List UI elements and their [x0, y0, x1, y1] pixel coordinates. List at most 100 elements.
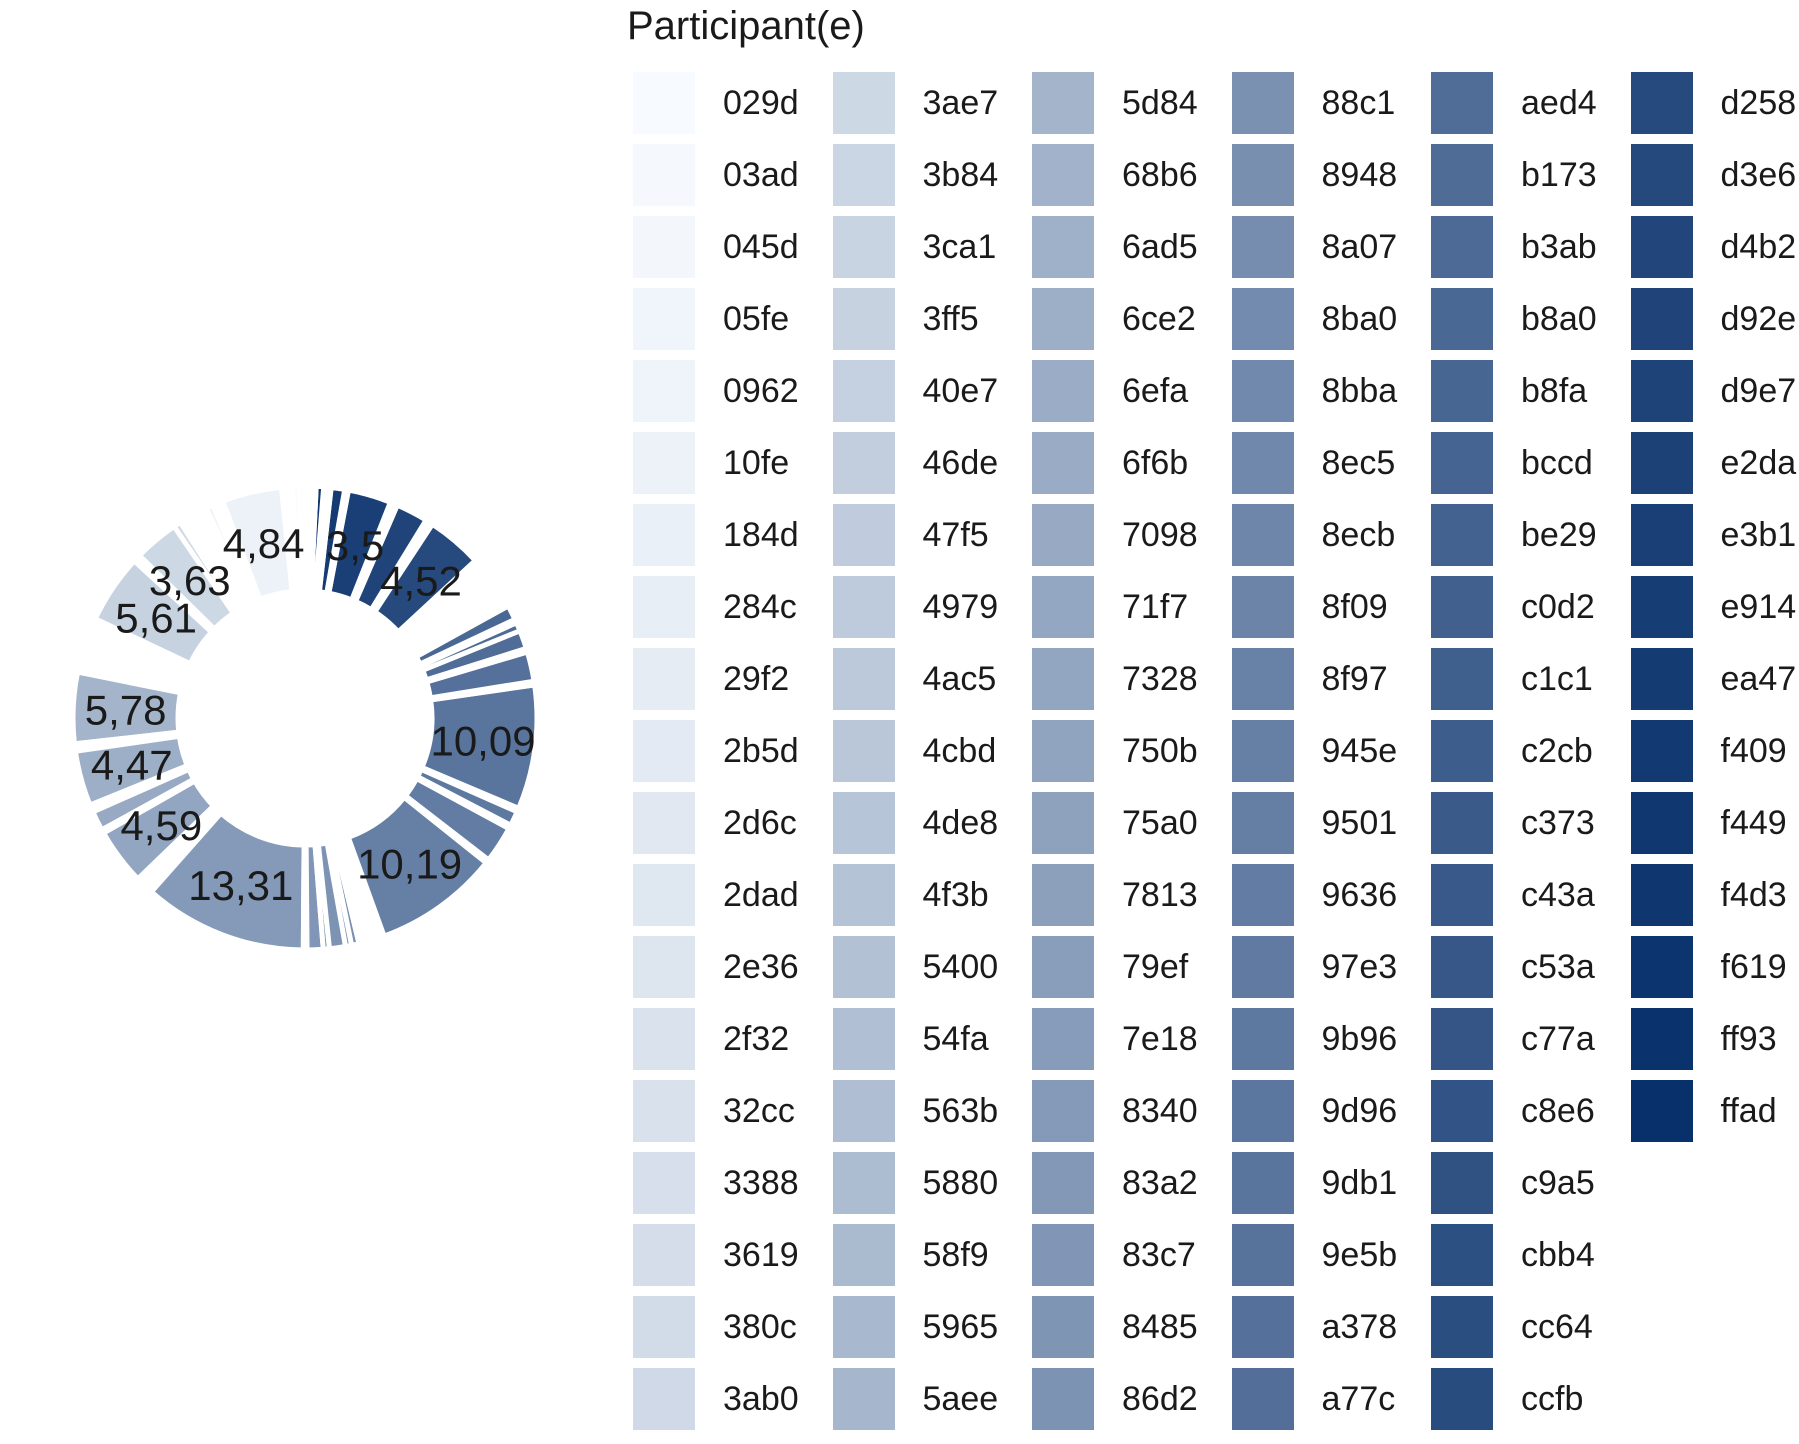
legend-key — [1232, 1152, 1294, 1214]
legend-key — [633, 792, 695, 854]
legend-item-97e3: 97e3 — [1226, 936, 1425, 998]
legend-label: 2dad — [723, 864, 799, 926]
legend-key — [1631, 576, 1693, 638]
legend-key — [833, 936, 895, 998]
legend-key — [1431, 144, 1493, 206]
legend-item-2f32: 2f32 — [627, 1008, 826, 1070]
legend-item-9e5b: 9e5b — [1226, 1224, 1425, 1286]
legend-item-029d: 029d — [627, 72, 826, 134]
legend-key — [1232, 1296, 1294, 1358]
legend-item-f409: f409 — [1625, 720, 1799, 782]
legend-item-9636: 9636 — [1226, 864, 1425, 926]
legend-label: e3b1 — [1721, 504, 1797, 566]
legend-item-8948: 8948 — [1226, 144, 1425, 206]
legend-label: c8e6 — [1521, 1080, 1595, 1142]
legend-key — [1232, 288, 1294, 350]
legend-item-d3e6: d3e6 — [1625, 144, 1799, 206]
legend-label: cc64 — [1521, 1296, 1593, 1358]
legend-key — [1431, 72, 1493, 134]
legend-label: 380c — [723, 1296, 797, 1358]
legend-label: 9d96 — [1322, 1080, 1398, 1142]
legend-item-8bba: 8bba — [1226, 360, 1425, 422]
legend-label: 5aee — [923, 1368, 999, 1430]
legend-label: 2e36 — [723, 936, 799, 998]
legend-key — [833, 288, 895, 350]
legend-item-c2cb: c2cb — [1425, 720, 1624, 782]
legend-item-29f2: 29f2 — [627, 648, 826, 710]
legend-item-bccd: bccd — [1425, 432, 1624, 494]
legend-key — [1631, 360, 1693, 422]
legend-label: 045d — [723, 216, 799, 278]
legend-item-5400: 5400 — [827, 936, 1026, 998]
legend-key — [1232, 1368, 1294, 1430]
legend-label: 8485 — [1122, 1296, 1198, 1358]
legend-item-83c7: 83c7 — [1026, 1224, 1225, 1286]
legend-item-cc64: cc64 — [1425, 1296, 1624, 1358]
legend-item-9d96: 9d96 — [1226, 1080, 1425, 1142]
legend-title: Participant(e) — [627, 4, 865, 49]
legend-item-10fe: 10fe — [627, 432, 826, 494]
legend-item-e914: e914 — [1625, 576, 1799, 638]
legend-item-c77a: c77a — [1425, 1008, 1624, 1070]
legend-key — [1032, 1080, 1094, 1142]
legend-label: 7e18 — [1122, 1008, 1198, 1070]
legend-label: 3619 — [723, 1224, 799, 1286]
legend-item-e3b1: e3b1 — [1625, 504, 1799, 566]
legend-item-8340: 8340 — [1026, 1080, 1225, 1142]
legend-key — [633, 576, 695, 638]
legend-key — [633, 1008, 695, 1070]
legend-item-3619: 3619 — [627, 1224, 826, 1286]
legend-label: 2f32 — [723, 1008, 789, 1070]
legend-label: 8ec5 — [1322, 432, 1396, 494]
legend-item-58f9: 58f9 — [827, 1224, 1026, 1286]
legend-label: 05fe — [723, 288, 789, 350]
legend-label: 945e — [1322, 720, 1398, 782]
legend-key — [1631, 504, 1693, 566]
legend-item-4ac5: 4ac5 — [827, 648, 1026, 710]
legend-item-8ba0: 8ba0 — [1226, 288, 1425, 350]
legend-label: 8ecb — [1322, 504, 1396, 566]
legend-key — [1431, 288, 1493, 350]
legend-key — [1232, 1224, 1294, 1286]
legend-key — [833, 216, 895, 278]
legend-label: c2cb — [1521, 720, 1593, 782]
legend-key — [1032, 144, 1094, 206]
legend-label: 3ca1 — [923, 216, 997, 278]
legend-item-8ecb: 8ecb — [1226, 504, 1425, 566]
legend-key — [1032, 1152, 1094, 1214]
legend-label: e914 — [1721, 576, 1797, 638]
legend-label: b173 — [1521, 144, 1597, 206]
legend-label: d3e6 — [1721, 144, 1797, 206]
legend-label: 5400 — [923, 936, 999, 998]
legend-label: 10fe — [723, 432, 789, 494]
legend-item-6f6b: 6f6b — [1026, 432, 1225, 494]
legend-item-c43a: c43a — [1425, 864, 1624, 926]
legend-key — [833, 1224, 895, 1286]
legend-item-be29: be29 — [1425, 504, 1624, 566]
legend-item-563b: 563b — [827, 1080, 1026, 1142]
legend-item-c53a: c53a — [1425, 936, 1624, 998]
legend-item-0962: 0962 — [627, 360, 826, 422]
legend-key — [833, 432, 895, 494]
legend-label: 75a0 — [1122, 792, 1198, 854]
legend-label: 6efa — [1122, 360, 1188, 422]
legend-label: b3ab — [1521, 216, 1597, 278]
legend-item-ffad: ffad — [1625, 1080, 1799, 1142]
legend-item-4979: 4979 — [827, 576, 1026, 638]
legend-item-7098: 7098 — [1026, 504, 1225, 566]
legend-key — [833, 360, 895, 422]
legend-key — [1431, 1368, 1493, 1430]
legend-item-4de8: 4de8 — [827, 792, 1026, 854]
legend-label: d4b2 — [1721, 216, 1797, 278]
legend-item-a77c: a77c — [1226, 1368, 1425, 1430]
legend-label: b8fa — [1521, 360, 1587, 422]
legend-item-88c1: 88c1 — [1226, 72, 1425, 134]
legend-item-ff93: ff93 — [1625, 1008, 1799, 1070]
legend-item-47f5: 47f5 — [827, 504, 1026, 566]
legend-key — [633, 648, 695, 710]
legend-label: 58f9 — [923, 1224, 989, 1286]
legend-item-cbb4: cbb4 — [1425, 1224, 1624, 1286]
legend-label: 8ba0 — [1322, 288, 1398, 350]
slice-label-3ff5: 5,61 — [115, 594, 197, 641]
